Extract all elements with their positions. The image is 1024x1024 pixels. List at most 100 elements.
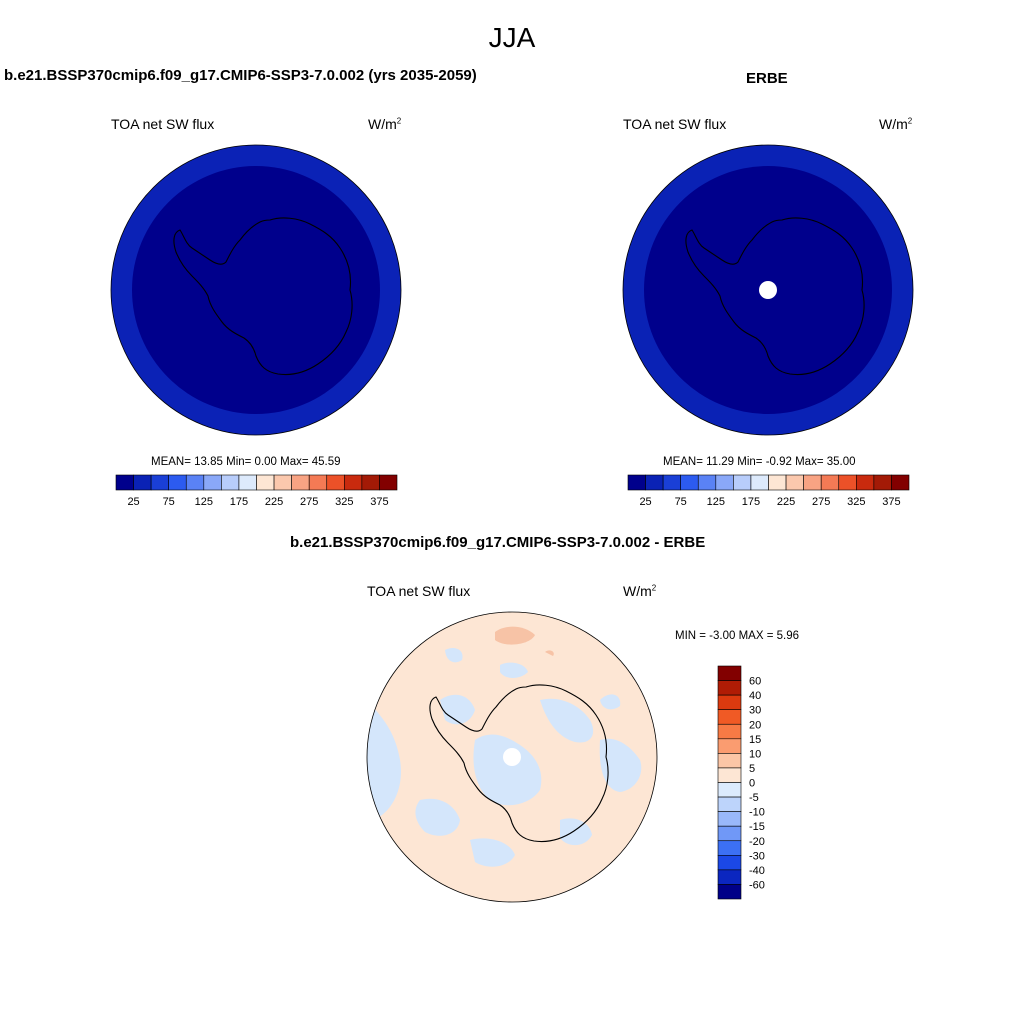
right-colorbar-swatch <box>645 474 664 491</box>
right-colorbar-tick-label: 275 <box>812 496 830 508</box>
diff-colorbar-swatch <box>717 694 742 710</box>
right-colorbar-swatch <box>697 474 717 491</box>
diff-map <box>366 611 658 903</box>
left-map <box>110 144 402 436</box>
right-colorbar-tick-label: 125 <box>707 496 725 508</box>
left-stats: MEAN= 13.85 Min= 0.00 Max= 45.59 <box>151 456 341 468</box>
left-variable-label: TOA net SW flux <box>111 116 215 132</box>
right-map-pole-missing <box>759 281 777 299</box>
left-colorbar-swatch <box>221 474 240 491</box>
left-colorbar-swatch <box>256 474 275 491</box>
diff-colorbar-tick-label: 10 <box>749 748 761 760</box>
left-panel-title: b.e21.BSSP370cmip6.f09_g17.CMIP6-SSP3-7.… <box>4 67 477 84</box>
right-colorbar-swatch <box>803 474 822 491</box>
left-units-label: W/m2 <box>368 116 402 132</box>
diff-colorbar-tick-label: 0 <box>749 778 755 790</box>
right-colorbar-swatch <box>627 474 646 491</box>
left-colorbar-swatch <box>344 474 363 491</box>
right-colorbar-tick-label: 175 <box>742 496 760 508</box>
left-colorbar-swatch <box>326 474 345 491</box>
diff-colorbar-swatch <box>717 738 742 754</box>
diff-colorbar-swatch <box>717 709 742 725</box>
right-colorbar-swatch <box>715 474 734 491</box>
left-colorbar-swatch <box>379 474 398 491</box>
right-colorbar-tick-label: 25 <box>639 496 651 508</box>
right-stats: MEAN= 11.29 Min= -0.92 Max= 35.00 <box>663 456 856 468</box>
left-colorbar-swatch <box>291 474 310 491</box>
right-colorbar-tick-label: 325 <box>847 496 865 508</box>
diff-map-negative-patches <box>367 648 642 867</box>
right-colorbar-swatch <box>820 474 840 491</box>
diff-colorbar-tick-label: -40 <box>749 865 765 877</box>
diff-colorbar-swatch <box>717 869 742 885</box>
left-colorbar-swatch <box>115 474 134 491</box>
diff-colorbar-tick-label: -10 <box>749 807 765 819</box>
diff-colorbar-swatch <box>717 811 742 827</box>
left-colorbar-tick-label: 125 <box>195 496 213 508</box>
diff-panel-title: b.e21.BSSP370cmip6.f09_g17.CMIP6-SSP3-7.… <box>290 534 706 551</box>
right-colorbar-swatch <box>891 474 910 491</box>
diff-colorbar-swatch <box>717 782 742 798</box>
diff-colorbar-tick-label: 5 <box>749 763 755 775</box>
right-panel-title: ERBE <box>746 70 788 87</box>
diff-colorbar-swatch <box>717 855 742 871</box>
left-colorbar-swatch <box>308 474 328 491</box>
diff-colorbar-swatch <box>717 665 742 681</box>
left-colorbar: 25 75 125 175 225 275 325 375 <box>115 474 398 508</box>
diff-colorbar-tick-label: -15 <box>749 821 765 833</box>
right-colorbar-swatch <box>785 474 804 491</box>
right-colorbar-tick-label: 375 <box>882 496 900 508</box>
right-colorbar-swatch <box>873 474 892 491</box>
right-colorbar: 25 75 125 175 225 275 325 375 <box>627 474 910 508</box>
left-colorbar-tick-label: 225 <box>265 496 283 508</box>
diff-colorbar-tick-label: -30 <box>749 850 765 862</box>
diff-colorbar-tick-label: 20 <box>749 719 761 731</box>
right-colorbar-swatch <box>838 474 857 491</box>
diff-variable-label: TOA net SW flux <box>367 583 471 599</box>
diff-colorbar-swatch <box>717 840 742 856</box>
diff-stats: MIN = -3.00 MAX = 5.96 <box>675 630 800 642</box>
right-colorbar-swatch <box>733 474 752 491</box>
left-colorbar-tick-label: 275 <box>300 496 318 508</box>
left-colorbar-swatch <box>168 474 187 491</box>
diff-colorbar-tick-label: 30 <box>749 705 761 717</box>
figure-title: JJA <box>488 22 536 53</box>
right-colorbar-tick-label: 225 <box>777 496 795 508</box>
diff-colorbar-tick-label: 60 <box>749 676 761 688</box>
diff-colorbar-swatch <box>717 767 742 783</box>
left-map-interior <box>132 166 380 414</box>
diff-colorbar-swatch <box>717 680 742 696</box>
right-map <box>622 144 914 436</box>
diff-colorbar-swatch <box>717 796 742 812</box>
left-colorbar-tick-label: 175 <box>230 496 248 508</box>
diff-map-pole-missing <box>503 748 521 766</box>
diff-colorbar-swatch <box>717 825 742 842</box>
right-colorbar-tick-label: 75 <box>675 496 687 508</box>
diff-colorbar-tick-label: -5 <box>749 792 759 804</box>
diff-colorbar-tick-label: -60 <box>749 879 765 891</box>
diff-colorbar-swatch <box>717 753 742 769</box>
left-colorbar-tick-label: 75 <box>163 496 175 508</box>
right-units-label: W/m2 <box>879 116 913 132</box>
left-colorbar-swatch <box>238 474 257 491</box>
left-colorbar-tick-label: 325 <box>335 496 353 508</box>
left-colorbar-swatch <box>185 474 205 491</box>
left-colorbar-swatch <box>150 474 169 491</box>
diff-colorbar-tick-label: -20 <box>749 836 765 848</box>
right-variable-label: TOA net SW flux <box>623 116 727 132</box>
right-colorbar-swatch <box>662 474 681 491</box>
right-colorbar-swatch <box>750 474 769 491</box>
diff-map-positive-patches <box>495 626 554 656</box>
left-colorbar-tick-label: 375 <box>370 496 388 508</box>
left-colorbar-tick-label: 25 <box>127 496 139 508</box>
diff-colorbar-swatch <box>717 884 742 900</box>
diff-units-label: W/m2 <box>623 583 657 599</box>
right-colorbar-swatch <box>768 474 787 491</box>
diff-colorbar-tick-label: 15 <box>749 734 761 746</box>
left-colorbar-swatch <box>273 474 292 491</box>
diff-colorbar-tick-label: 40 <box>749 690 761 702</box>
left-colorbar-swatch <box>203 474 222 491</box>
left-colorbar-swatch <box>133 474 152 491</box>
right-colorbar-swatch <box>856 474 875 491</box>
